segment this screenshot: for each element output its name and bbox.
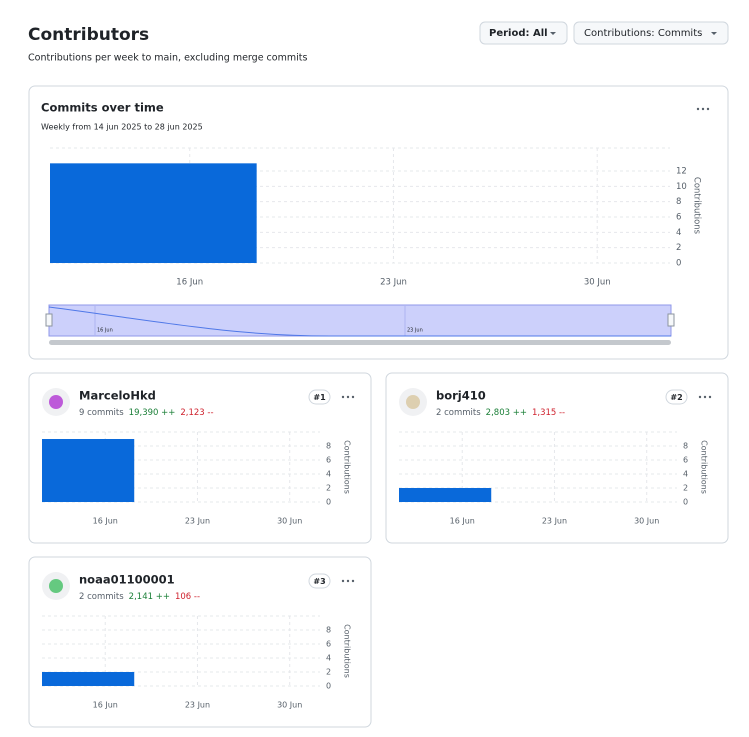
y-tick-label: 0 (683, 498, 688, 507)
period-button[interactable]: Period: All (479, 21, 568, 45)
stat-commits: 2 commits (79, 592, 124, 602)
avatar-pattern (49, 579, 63, 593)
x-tick-label: 16 Jun (93, 517, 118, 526)
y-axis-label: Contributions (343, 624, 352, 678)
x-tick-label: 23 Jun (542, 517, 567, 526)
stat-additions: 2,803 ++ (486, 408, 527, 418)
stat-commits: 2 commits (436, 408, 481, 418)
contributions-button[interactable]: Contributions: Commits (573, 21, 729, 45)
y-tick-label: 4 (326, 470, 331, 479)
stat-deletions: 2,123 -- (180, 408, 213, 418)
stat-additions: 2,141 ++ (129, 592, 170, 602)
contributor-stats: 2 commits 2,141 ++ 106 -- (79, 592, 200, 602)
page-subtitle: Contributions per week to main, excludin… (28, 53, 307, 64)
overview-menu[interactable] (696, 107, 710, 111)
menu-dot (708, 395, 712, 399)
x-tick-label: 30 Jun (584, 278, 611, 288)
y-axis-label: Contributions (700, 440, 709, 494)
y-tick-label: 4 (326, 654, 331, 663)
x-tick-label: 23 Jun (185, 701, 210, 710)
stat-commits: 9 commits (79, 408, 124, 418)
rank-badge (308, 573, 331, 589)
rank-label: #3 (313, 577, 325, 586)
y-tick-label: 2 (326, 484, 331, 493)
menu-dot (346, 395, 350, 399)
menu-dot (351, 579, 355, 583)
menu-dot (341, 579, 345, 583)
y-tick-label: 0 (676, 259, 681, 269)
y-axis-label: Contributions (692, 177, 702, 235)
y-tick-label: 2 (683, 484, 688, 493)
contributor-name[interactable]: noaa01100001 (79, 573, 175, 587)
button-label[interactable]: Period: All (489, 28, 548, 39)
contributor-name[interactable]: MarceloHkd (79, 389, 156, 403)
y-axis-label: Contributions (343, 440, 352, 494)
y-tick-label: 4 (683, 470, 688, 479)
contributor-stats: 2 commits 2,803 ++ 1,315 -- (436, 408, 565, 418)
contributor-stats: 9 commits 19,390 ++ 2,123 -- (79, 408, 214, 418)
page-title: Contributors (28, 25, 149, 45)
y-tick-label: 8 (683, 442, 688, 451)
rank-label: #2 (670, 393, 682, 402)
y-tick-label: 6 (326, 640, 331, 649)
x-tick-label: 23 Jun (380, 278, 407, 288)
menu-dot (341, 395, 345, 399)
y-tick-label: 12 (676, 167, 687, 177)
overview-subtitle: Weekly from 14 jun 2025 to 28 jun 2025 (41, 123, 203, 132)
y-tick-label: 6 (683, 456, 688, 465)
x-tick-label: 16 Jun (176, 278, 203, 288)
y-tick-label: 10 (676, 182, 687, 192)
y-tick-label: 4 (676, 228, 681, 238)
contributor-name[interactable]: borj410 (436, 389, 486, 403)
y-tick-label: 6 (676, 213, 681, 223)
stat-deletions: 1,315 -- (532, 408, 565, 418)
y-tick-label: 2 (326, 668, 331, 677)
rank-badge (665, 389, 688, 405)
bar (42, 439, 135, 502)
navigator-label: 16 Jun (97, 328, 113, 334)
button-label[interactable]: Contributions: Commits (584, 28, 702, 39)
overview-title: Commits over time (41, 101, 164, 115)
x-tick-label: 23 Jun (185, 517, 210, 526)
x-tick-label: 30 Jun (634, 517, 659, 526)
x-tick-label: 30 Jun (277, 517, 302, 526)
menu-dot (346, 579, 350, 583)
x-tick-label: 30 Jun (277, 701, 302, 710)
bar (399, 488, 492, 502)
menu-dot (703, 395, 707, 399)
x-tick-label: 16 Jun (450, 517, 475, 526)
navigator-label: 23 Jun (407, 328, 423, 334)
navigator[interactable] (45, 304, 675, 345)
bar (42, 672, 135, 686)
y-tick-label: 0 (326, 682, 331, 691)
menu-dot (698, 395, 702, 399)
avatar-pattern (49, 395, 63, 409)
y-tick-label: 8 (326, 626, 331, 635)
overview-card (28, 85, 729, 360)
y-tick-label: 8 (326, 442, 331, 451)
stat-additions: 19,390 ++ (129, 408, 176, 418)
rank-badge (308, 389, 331, 405)
y-tick-label: 8 (676, 197, 681, 207)
menu-dot (351, 395, 355, 399)
stat-deletions: 106 -- (175, 592, 200, 602)
y-tick-label: 6 (326, 456, 331, 465)
y-tick-label: 0 (326, 498, 331, 507)
bar (50, 163, 257, 263)
avatar-pattern (406, 395, 420, 409)
y-tick-label: 2 (676, 243, 681, 253)
x-tick-label: 16 Jun (93, 701, 118, 710)
rank-label: #1 (313, 393, 326, 402)
